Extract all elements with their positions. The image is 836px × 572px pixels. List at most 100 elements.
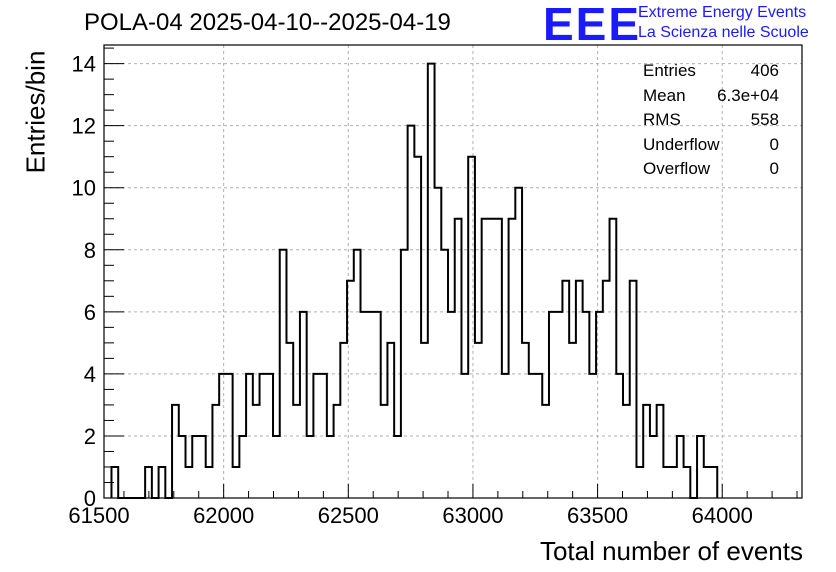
y-tick-label-8: 8 [84, 238, 96, 263]
y-tick-label-10: 10 [72, 176, 96, 201]
histogram-bin-46 [421, 343, 428, 498]
stats-box: Entries 406 Mean 6.3e+04 RMS 558 Underflow 0… [643, 59, 779, 182]
y-tick-label-4: 4 [84, 362, 96, 387]
histogram-bin-29 [307, 436, 314, 498]
histogram-bin-77 [630, 281, 637, 498]
histogram-bin-18 [233, 467, 240, 498]
histogram-bin-19 [239, 436, 246, 498]
stats-rms: RMS 558 [643, 108, 779, 133]
histogram-bin-32 [327, 436, 334, 498]
histogram-bin-37 [361, 312, 368, 498]
histogram-bin-31 [320, 374, 327, 498]
stats-rms-label: RMS [643, 110, 681, 129]
logo-line-2: La Scienza nelle Scuole [638, 24, 809, 41]
histogram-bin-14 [206, 467, 213, 498]
histogram-bin-24 [273, 436, 280, 498]
histogram-bin-23 [266, 374, 273, 498]
histogram-bin-84 [677, 436, 684, 498]
histogram-bin-53 [468, 157, 475, 498]
histogram-bin-79 [643, 405, 650, 498]
histogram-bin-83 [670, 467, 677, 498]
histogram-bin-16 [219, 374, 226, 498]
histogram-bin-82 [663, 467, 670, 498]
histogram-outline [110, 62, 719, 499]
histogram-bin-58 [502, 374, 509, 498]
x-tick-label-63500: 63500 [567, 503, 628, 528]
histogram-bin-5 [145, 467, 152, 498]
chart-title: POLA-04 2025-04-10--2025-04-19 [84, 9, 451, 36]
stats-entries: Entries 406 [643, 59, 779, 84]
plot-frame [103, 44, 803, 499]
stats-mean: Mean 6.3e+04 [643, 84, 779, 109]
x-tick-label-61500: 61500 [68, 503, 129, 528]
histogram-bin-81 [657, 405, 664, 498]
histogram-bin-80 [650, 436, 657, 498]
stats-mean-value: 6.3e+04 [717, 85, 779, 105]
histogram-bin-69 [576, 281, 583, 498]
stats-mean-label: Mean [643, 85, 686, 105]
histogram-bin-22 [260, 374, 267, 498]
histogram-bin-89 [711, 467, 718, 498]
histogram-bin-38 [367, 312, 374, 498]
histogram-bin-64 [542, 405, 549, 498]
histogram-bin-44 [408, 126, 415, 498]
histogram-bin-65 [549, 312, 556, 498]
histogram-bin-50 [448, 312, 455, 498]
y-tick-label-14: 14 [72, 52, 96, 77]
histogram-bin-7 [159, 467, 166, 498]
histogram-bin-54 [475, 343, 482, 498]
eee-logo: EEE [543, 0, 642, 50]
y-tick-label-2: 2 [84, 424, 96, 449]
histogram-bin-11 [186, 467, 193, 498]
histogram-bin-10 [179, 436, 186, 498]
stats-overflow-label: Overflow [643, 159, 711, 178]
histogram-bin-0 [111, 467, 118, 498]
histogram-bin-61 [522, 343, 529, 498]
histogram-bin-73 [603, 281, 610, 498]
histogram-bin-55 [482, 219, 489, 498]
histogram-bin-56 [488, 219, 495, 498]
y-tick-label-0: 0 [84, 486, 96, 511]
histogram-bin-21 [253, 405, 260, 498]
stats-underflow-label: Underflow [643, 134, 720, 154]
histogram-bin-87 [697, 436, 704, 498]
histogram-bin-9 [172, 405, 179, 498]
x-tick-label-63000: 63000 [442, 503, 503, 528]
histogram-bin-12 [192, 436, 199, 498]
histogram-bin-48 [435, 188, 442, 498]
histogram-bin-67 [562, 281, 569, 498]
histogram-bin-27 [293, 405, 300, 498]
histogram-bin-45 [414, 157, 421, 498]
histogram-bin-49 [441, 250, 448, 498]
stats-entries-label: Entries [643, 61, 696, 80]
stats-rms-value: 558 [750, 110, 779, 129]
histogram-bin-71 [589, 374, 596, 498]
histogram-bin-68 [569, 343, 576, 498]
stats-underflow: Underflow 0 [643, 133, 779, 158]
histogram-bin-35 [347, 281, 354, 498]
histogram-bin-42 [394, 436, 401, 498]
histogram-bin-17 [226, 374, 233, 498]
x-tick-label-64000: 64000 [692, 503, 753, 528]
histogram-bin-40 [381, 405, 388, 498]
histogram-bin-26 [286, 343, 293, 498]
histogram-bin-88 [704, 467, 711, 498]
histogram-bin-62 [529, 374, 536, 498]
histogram-bin-33 [334, 405, 341, 498]
stats-entries-value: 406 [750, 61, 779, 80]
histogram-bin-15 [212, 405, 219, 498]
histogram-bin-70 [583, 312, 590, 498]
histogram-bin-76 [623, 405, 630, 498]
histogram-bin-75 [616, 374, 623, 498]
histogram-bin-63 [536, 374, 543, 498]
x-axis-label: Total number of events [539, 536, 803, 566]
stats-underflow-value: 0 [769, 134, 779, 154]
y-axis-label: Entries/bin [20, 50, 51, 174]
histogram-bin-85 [684, 467, 691, 498]
logo-line-1: Extreme Energy Events [638, 4, 807, 21]
histogram-bin-60 [515, 188, 522, 498]
histogram-bin-43 [401, 250, 408, 498]
histogram-bin-25 [280, 250, 287, 498]
logo-caption: Extreme Energy Events La Scienza nelle S… [638, 3, 809, 43]
